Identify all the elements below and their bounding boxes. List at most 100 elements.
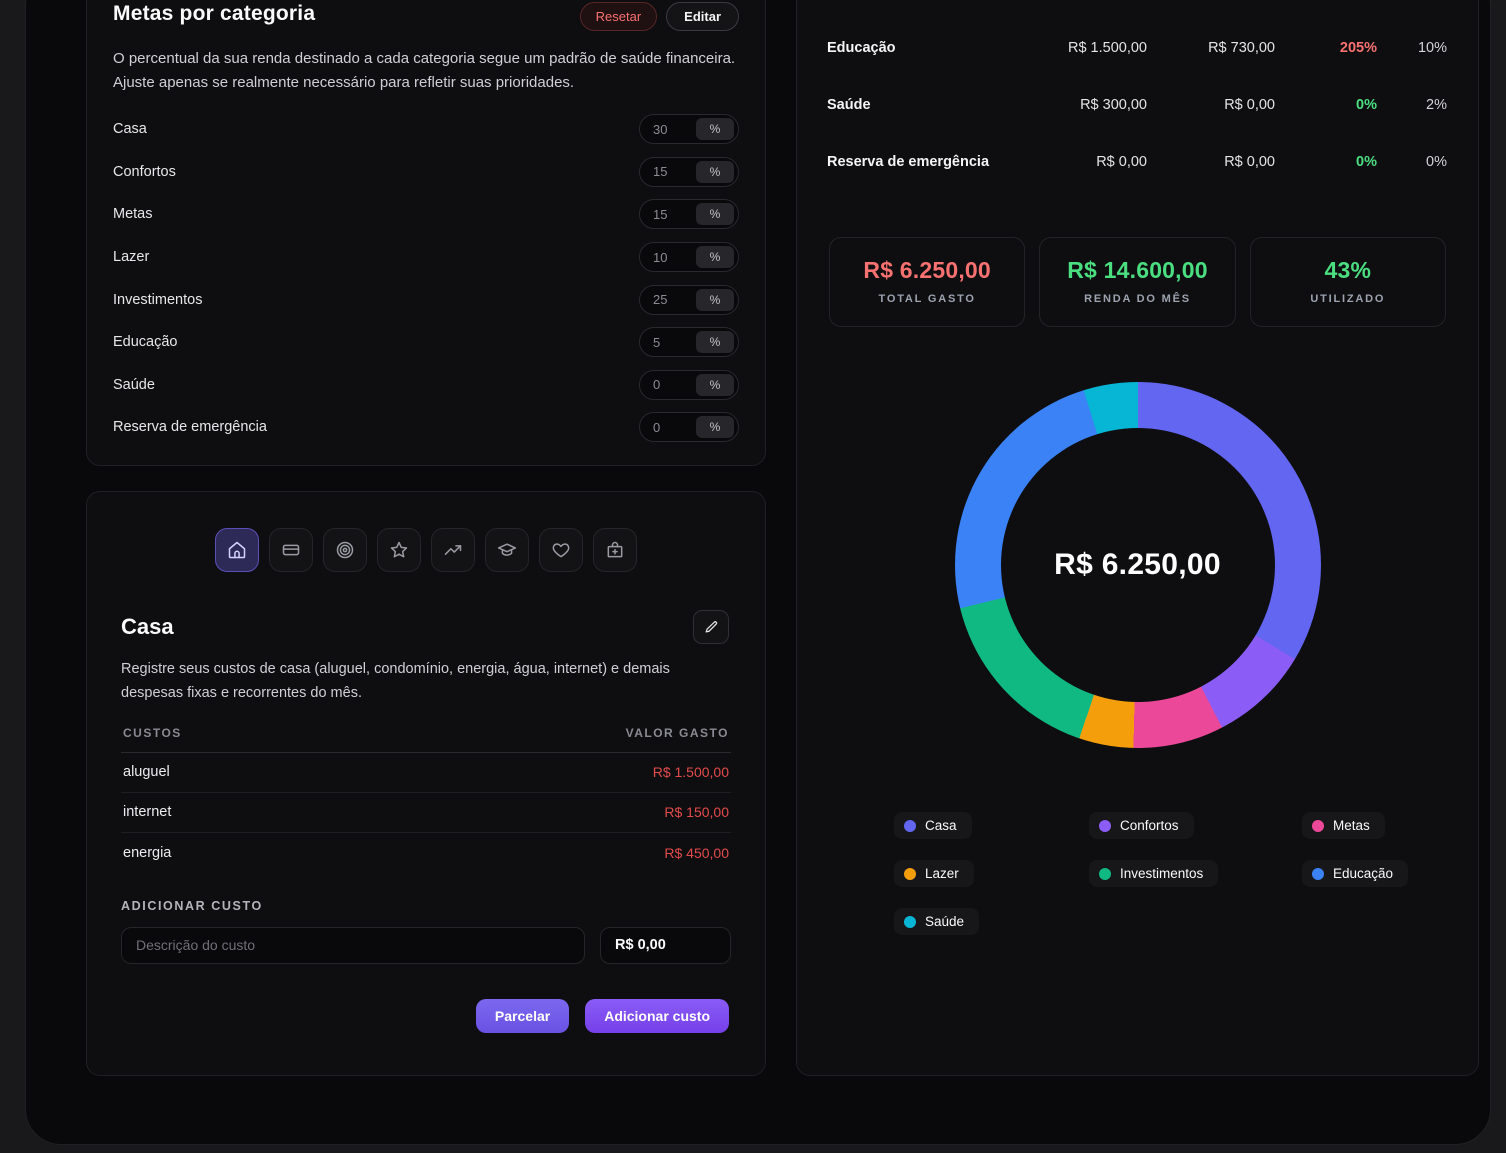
summary-percent-used: 205% xyxy=(1339,39,1377,56)
trending-up-icon xyxy=(444,545,462,555)
cost-name: energia xyxy=(123,844,172,861)
goal-row: Saúde % xyxy=(113,364,739,407)
costs-rows: aluguel R$ 1.500,00 internet R$ 150,00 e… xyxy=(121,753,731,873)
goal-percentage-input[interactable]: % xyxy=(639,412,739,443)
summary-category-label: Educação xyxy=(827,39,896,56)
cost-name: internet xyxy=(123,804,172,821)
legend-item[interactable]: Investimentos xyxy=(1089,860,1219,887)
goal-percentage-input[interactable]: % xyxy=(639,114,739,145)
category-description: Registre seus custos de casa (aluguel, c… xyxy=(121,661,670,701)
edit-category-button[interactable] xyxy=(693,610,729,644)
summary-income-share: 2% xyxy=(1426,96,1447,113)
percent-suffix: % xyxy=(696,288,734,311)
goal-percentage-input[interactable]: % xyxy=(639,369,739,400)
goal-percentage-value[interactable] xyxy=(640,292,696,308)
stat-label: UTILIZADO xyxy=(1310,293,1386,305)
summary-spent-value: R$ 1.500,00 xyxy=(1067,39,1147,56)
legend-label: Casa xyxy=(925,818,957,833)
tab-reserva[interactable] xyxy=(593,528,637,572)
tab-saude[interactable] xyxy=(539,528,583,572)
costs-col-header: CUSTOS xyxy=(123,725,182,740)
stat-value: R$ 14.600,00 xyxy=(1067,257,1208,283)
summary-income-share: 0% xyxy=(1426,153,1447,170)
category-tabs xyxy=(109,528,743,572)
cost-row: aluguel R$ 1.500,00 xyxy=(121,753,731,793)
goal-category-label: Confortos xyxy=(113,163,176,180)
cost-value: R$ 1.500,00 xyxy=(652,764,729,781)
goal-percentage-value[interactable] xyxy=(640,121,696,137)
goal-percentage-value[interactable] xyxy=(640,377,696,393)
goal-percentage-input[interactable]: % xyxy=(639,156,739,187)
cost-description-input[interactable] xyxy=(121,926,585,964)
chart-legend: Casa Confortos Metas Lazer xyxy=(894,812,1478,935)
summary-percent-used: 0% xyxy=(1356,153,1377,170)
goals-description: O percentual da sua renda destinado a ca… xyxy=(113,50,736,91)
goal-percentage-input[interactable]: % xyxy=(639,327,739,358)
cost-value: R$ 150,00 xyxy=(664,804,729,821)
summary-limit-value: R$ 0,00 xyxy=(1224,96,1275,113)
legend-label: Lazer xyxy=(925,866,959,881)
goal-percentage-input[interactable]: % xyxy=(639,284,739,315)
percent-suffix: % xyxy=(696,118,734,141)
category-card: Casa Registre seus custos de casa (alugu… xyxy=(86,491,766,1076)
category-title: Casa xyxy=(121,614,174,639)
app-container: Metas por categoria Resetar Editar O per… xyxy=(25,0,1491,1145)
tab-confortos[interactable] xyxy=(269,528,313,572)
edit-goals-button[interactable]: Editar xyxy=(666,2,739,31)
donut-hole xyxy=(1000,428,1275,702)
summary-percent-used: 0% xyxy=(1356,96,1377,113)
goal-category-label: Casa xyxy=(113,121,147,138)
legend-label: Confortos xyxy=(1120,818,1179,833)
add-cost-button[interactable]: Adicionar custo xyxy=(585,998,729,1033)
goal-percentage-input[interactable]: % xyxy=(639,199,739,230)
legend-item[interactable]: Saúde xyxy=(894,908,980,935)
tab-metas[interactable] xyxy=(323,528,367,572)
goal-row: Investimentos % xyxy=(113,278,739,321)
reset-button[interactable]: Resetar xyxy=(579,2,658,31)
legend-item[interactable]: Educação xyxy=(1302,860,1409,887)
stat-label: TOTAL GASTO xyxy=(878,293,976,305)
legend-color-dot xyxy=(1099,819,1111,832)
goal-percentage-input[interactable]: % xyxy=(639,242,739,273)
stat-card: R$ 14.600,00 RENDA DO MÊS xyxy=(1039,237,1236,327)
legend-item[interactable]: Lazer xyxy=(894,860,974,887)
legend-item[interactable]: Confortos xyxy=(1089,812,1194,839)
summary-row: Investimentos R$ 1.000,00 R$ 3.650,00 27… xyxy=(827,0,1447,19)
goal-percentage-value[interactable] xyxy=(640,249,696,265)
legend-item[interactable]: Metas xyxy=(1302,812,1385,839)
goal-row: Casa % xyxy=(113,108,739,151)
goal-percentage-value[interactable] xyxy=(640,206,696,222)
goal-percentage-value[interactable] xyxy=(640,419,696,435)
parcelar-button[interactable]: Parcelar xyxy=(475,998,570,1033)
goals-list: Casa % Confortos % Metas xyxy=(113,108,739,449)
goal-percentage-value[interactable] xyxy=(640,334,696,350)
goal-row: Lazer % xyxy=(113,236,739,279)
cost-value-input[interactable] xyxy=(600,926,731,964)
tab-investimentos[interactable] xyxy=(431,528,475,572)
summary-category-label: Saúde xyxy=(827,96,871,113)
legend-item[interactable]: Casa xyxy=(894,812,972,839)
goals-card-title: Metas por categoria xyxy=(113,2,316,25)
legend-label: Metas xyxy=(1333,818,1370,833)
costs-table: CUSTOS VALOR GASTO aluguel R$ 1.500,00 i… xyxy=(121,726,731,873)
heart-icon xyxy=(552,543,570,558)
cost-row: internet R$ 150,00 xyxy=(121,793,731,833)
tab-casa[interactable] xyxy=(215,528,259,572)
tab-lazer[interactable] xyxy=(377,528,421,572)
legend-color-dot xyxy=(1312,867,1324,880)
target-icon xyxy=(336,541,354,559)
goal-category-label: Lazer xyxy=(113,249,150,266)
summary-row: Reserva de emergência R$ 0,00 R$ 0,00 0%… xyxy=(827,133,1447,190)
goal-category-label: Educação xyxy=(113,334,178,351)
summary-category-label: Reserva de emergência xyxy=(827,153,990,170)
stat-label: RENDA DO MÊS xyxy=(1084,293,1191,305)
goal-category-label: Reserva de emergência xyxy=(113,419,267,436)
legend-color-dot xyxy=(904,819,916,832)
goal-percentage-value[interactable] xyxy=(640,164,696,180)
goal-row: Reserva de emergência % xyxy=(113,406,739,449)
goals-card: Metas por categoria Resetar Editar O per… xyxy=(86,0,766,466)
legend-color-dot xyxy=(1099,867,1111,880)
summary-limit-value: R$ 0,00 xyxy=(1224,153,1275,170)
stat-card: R$ 6.250,00 TOTAL GASTO xyxy=(829,237,1026,327)
tab-educacao[interactable] xyxy=(485,528,529,572)
